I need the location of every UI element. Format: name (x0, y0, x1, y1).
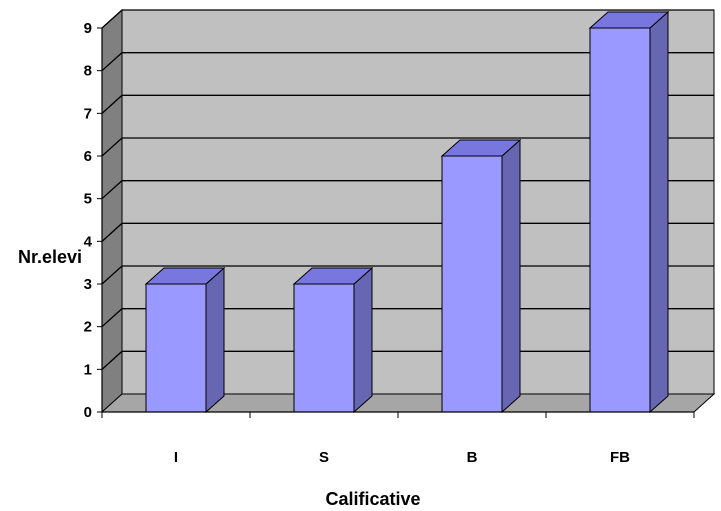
bar (440, 138, 522, 414)
bar-front (293, 283, 355, 413)
bar-side (649, 10, 669, 414)
y-tick-label: 8 (84, 63, 92, 80)
y-tick-label: 0 (84, 404, 92, 421)
bar-top (292, 267, 374, 285)
bars (144, 10, 670, 414)
gridline (101, 52, 714, 72)
y-tick-label: 4 (84, 233, 93, 250)
gridline (101, 94, 714, 114)
y-tick-labels: 0 1 2 3 4 5 6 7 8 9 (84, 20, 93, 421)
bar (144, 266, 226, 414)
gridline (101, 137, 714, 157)
bar (588, 10, 670, 414)
y-tick-label: 3 (84, 276, 92, 293)
y-tick-label: 9 (84, 20, 92, 37)
bar-side (501, 138, 521, 414)
bar-top (440, 139, 522, 157)
gridline (101, 9, 714, 29)
side-wall (101, 8, 123, 414)
x-tick-label: I (174, 449, 178, 466)
bar-front (145, 283, 207, 413)
bar-front (589, 27, 651, 413)
bar-front (441, 155, 503, 413)
x-tick-label: FB (610, 449, 630, 466)
y-tick-label: 7 (84, 105, 92, 122)
bar-side (205, 266, 225, 414)
y-tick-label: 1 (84, 361, 92, 378)
x-tick-labels: I S B FB (174, 449, 630, 466)
x-axis-title: Calificative (325, 489, 420, 509)
y-tick-label: 2 (84, 319, 92, 336)
x-tick-label: B (467, 449, 478, 466)
bar-side (353, 266, 373, 414)
y-tick-label: 6 (84, 148, 92, 165)
axes (97, 27, 695, 418)
bar-top (588, 11, 670, 29)
y-tick-label: 5 (84, 191, 92, 208)
bar (292, 266, 374, 414)
x-tick-label: S (319, 449, 329, 466)
bar-top (144, 267, 226, 285)
y-axis-title: Nr.elevi (18, 247, 82, 267)
